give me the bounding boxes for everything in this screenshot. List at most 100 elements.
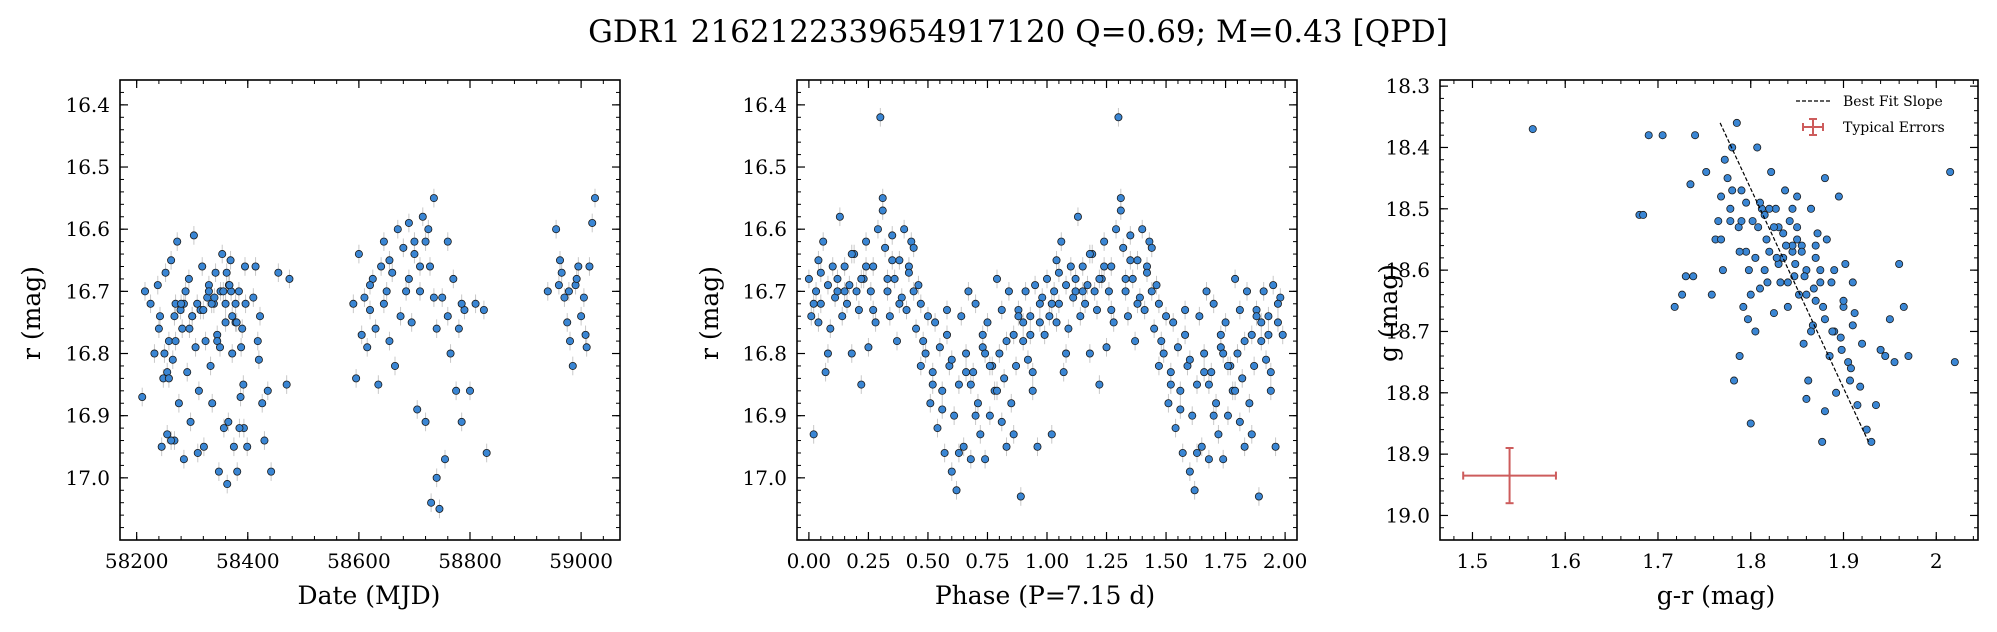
data-point bbox=[232, 318, 241, 327]
data-point bbox=[1140, 305, 1149, 314]
data-point bbox=[1062, 281, 1071, 290]
data-point bbox=[857, 274, 866, 283]
data-point bbox=[186, 417, 195, 426]
data-point bbox=[415, 287, 424, 296]
data-point bbox=[878, 206, 887, 215]
data-point bbox=[581, 330, 590, 339]
data-point bbox=[1078, 262, 1087, 271]
data-point bbox=[881, 243, 890, 252]
data-point bbox=[185, 324, 194, 333]
data-point bbox=[1231, 386, 1240, 395]
x-tick-label: 1.50 bbox=[1144, 549, 1189, 573]
data-point bbox=[843, 299, 852, 308]
data-point bbox=[1100, 237, 1109, 246]
data-point bbox=[421, 237, 430, 246]
data-point bbox=[938, 405, 947, 414]
data-point bbox=[1765, 247, 1774, 256]
data-point bbox=[228, 312, 237, 321]
data-point bbox=[1259, 287, 1268, 296]
data-point bbox=[1811, 241, 1820, 250]
data-point bbox=[1763, 278, 1772, 287]
data-point bbox=[1081, 299, 1090, 308]
data-point bbox=[1746, 419, 1755, 428]
data-point bbox=[1769, 223, 1778, 232]
data-point bbox=[554, 281, 563, 290]
data-point bbox=[157, 442, 166, 451]
data-point bbox=[221, 318, 230, 327]
data-point bbox=[146, 299, 155, 308]
data-point bbox=[933, 424, 942, 433]
data-point bbox=[1040, 330, 1049, 339]
data-point bbox=[804, 274, 813, 283]
data-point bbox=[1181, 330, 1190, 339]
data-point bbox=[388, 268, 397, 277]
data-point bbox=[1799, 339, 1808, 348]
data-point bbox=[1876, 345, 1885, 354]
data-point bbox=[847, 250, 856, 259]
data-point bbox=[823, 281, 832, 290]
data-point bbox=[895, 256, 904, 265]
data-point bbox=[1064, 324, 1073, 333]
data-point bbox=[1209, 411, 1218, 420]
data-point bbox=[228, 349, 237, 358]
data-point bbox=[1830, 266, 1839, 275]
data-point bbox=[1023, 355, 1032, 364]
data-point bbox=[222, 268, 231, 277]
data-point bbox=[1138, 225, 1147, 234]
data-point bbox=[1197, 442, 1206, 451]
data-point bbox=[224, 417, 233, 426]
data-point bbox=[140, 287, 149, 296]
data-point bbox=[1100, 262, 1109, 271]
data-point bbox=[556, 256, 565, 265]
data-point bbox=[457, 299, 466, 308]
data-point bbox=[1950, 358, 1959, 367]
data-point bbox=[957, 312, 966, 321]
data-point bbox=[1131, 337, 1140, 346]
data-point bbox=[862, 237, 871, 246]
data-point bbox=[206, 361, 215, 370]
data-point bbox=[866, 287, 875, 296]
data-point bbox=[962, 349, 971, 358]
data-point bbox=[402, 287, 411, 296]
data-point bbox=[1200, 368, 1209, 377]
data-point bbox=[978, 330, 987, 339]
data-point bbox=[1147, 287, 1156, 296]
data-point bbox=[869, 262, 878, 271]
data-point bbox=[1071, 274, 1080, 283]
data-point bbox=[971, 299, 980, 308]
data-point bbox=[940, 448, 949, 457]
data-point bbox=[1164, 399, 1173, 408]
data-point bbox=[1247, 330, 1256, 339]
data-point bbox=[814, 256, 823, 265]
data-point bbox=[1845, 376, 1854, 385]
data-point bbox=[1797, 247, 1806, 256]
data-point bbox=[1190, 486, 1199, 495]
panel-2-ylabel: g (mag) bbox=[1374, 264, 1403, 362]
data-point bbox=[1678, 290, 1687, 299]
data-point bbox=[1071, 287, 1080, 296]
data-point bbox=[432, 473, 441, 482]
data-point bbox=[446, 349, 455, 358]
data-point bbox=[253, 337, 262, 346]
data-point bbox=[1756, 284, 1765, 293]
data-point bbox=[1728, 186, 1737, 195]
data-point bbox=[249, 293, 258, 302]
data-point bbox=[1754, 223, 1763, 232]
data-point bbox=[215, 343, 224, 352]
data-point bbox=[240, 262, 249, 271]
data-point bbox=[174, 399, 183, 408]
data-point bbox=[1800, 272, 1809, 281]
data-point bbox=[847, 349, 856, 358]
data-point bbox=[1171, 424, 1180, 433]
data-point bbox=[543, 287, 552, 296]
data-point bbox=[904, 268, 913, 277]
y-tick-label: 16.7 bbox=[742, 279, 787, 303]
data-point bbox=[410, 237, 419, 246]
data-point bbox=[1028, 368, 1037, 377]
data-point bbox=[150, 349, 159, 358]
data-point bbox=[199, 305, 208, 314]
data-point bbox=[167, 256, 176, 265]
data-point bbox=[1107, 262, 1116, 271]
data-point bbox=[577, 312, 586, 321]
data-point bbox=[1066, 262, 1075, 271]
